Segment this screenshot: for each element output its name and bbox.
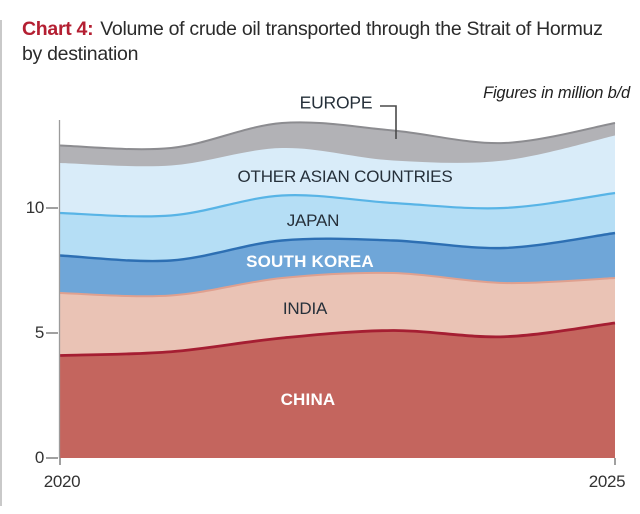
- series-label-india: INDIA: [282, 299, 328, 318]
- line-china: [59, 321, 616, 357]
- line-south-korea: [59, 231, 616, 263]
- series-label-south-korea: SOUTH KOREA: [246, 252, 374, 271]
- area-china: [60, 323, 615, 458]
- y-tick-label-10: 10: [25, 198, 45, 217]
- line-japan: [59, 191, 616, 218]
- chart-title-text: Volume of crude oil transported through …: [22, 18, 603, 65]
- series-label-europe: EUROPE: [299, 92, 373, 113]
- series-label-japan: JAPAN: [286, 211, 340, 230]
- line-europe: [59, 121, 616, 151]
- line-india: [59, 271, 616, 298]
- chart-number-label: Chart 4:: [22, 18, 94, 40]
- series-label-china: CHINA: [280, 390, 336, 409]
- y-tick-label-0: 0: [34, 448, 44, 467]
- chart-title: Chart 4: Volume of crude oil transported …: [22, 17, 607, 67]
- y-tick-label-5: 5: [34, 323, 44, 342]
- units-note: Figures in million b/d: [483, 84, 630, 102]
- europe-callout-line: [380, 105, 397, 139]
- x-tick-label-2020: 2020: [43, 472, 81, 491]
- x-tick-label-2025: 2025: [588, 472, 626, 491]
- page-left-border: [0, 20, 2, 506]
- series-label-other-asian-countries: OTHER ASIAN COUNTRIES: [237, 167, 453, 186]
